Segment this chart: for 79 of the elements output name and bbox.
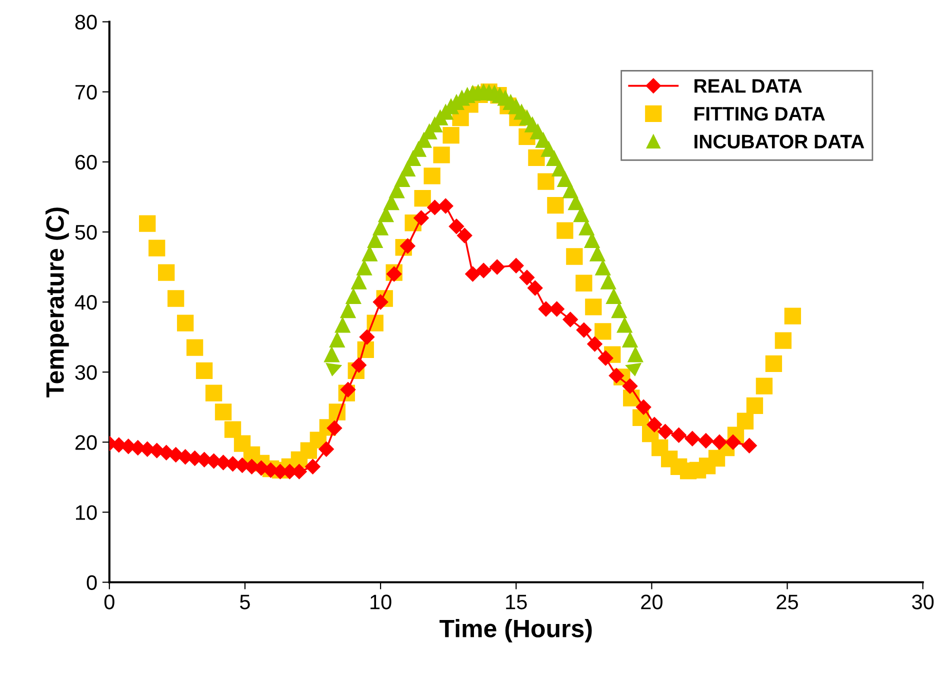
point bbox=[372, 220, 388, 236]
point bbox=[549, 301, 564, 317]
x-tick-label: 5 bbox=[240, 594, 250, 610]
point bbox=[612, 302, 627, 318]
legend-label: FITTING DATA bbox=[694, 106, 825, 121]
point bbox=[587, 336, 602, 352]
point bbox=[622, 378, 638, 394]
y-axis-title: Temperature (C) bbox=[46, 208, 69, 398]
point bbox=[351, 358, 366, 373]
point bbox=[351, 274, 366, 290]
point bbox=[658, 424, 673, 440]
point bbox=[372, 294, 388, 310]
point bbox=[622, 332, 638, 348]
point bbox=[330, 332, 345, 348]
point bbox=[528, 280, 543, 296]
point bbox=[340, 302, 356, 318]
point bbox=[438, 198, 454, 214]
point bbox=[490, 259, 505, 275]
y-tick-label: 10 bbox=[76, 505, 97, 520]
x-tick-label: 25 bbox=[776, 594, 798, 610]
point bbox=[324, 346, 340, 362]
point bbox=[346, 288, 362, 304]
point bbox=[414, 210, 429, 226]
point bbox=[557, 172, 573, 188]
point bbox=[576, 322, 592, 338]
x-tick-label: 30 bbox=[912, 594, 934, 610]
point bbox=[448, 218, 464, 234]
point bbox=[742, 438, 757, 454]
point bbox=[400, 238, 416, 254]
point bbox=[646, 417, 662, 432]
point bbox=[340, 382, 356, 398]
point bbox=[636, 400, 652, 415]
x-tick-label: 10 bbox=[370, 594, 392, 610]
point bbox=[356, 260, 372, 276]
point bbox=[725, 434, 741, 450]
point bbox=[562, 312, 578, 328]
point bbox=[684, 431, 700, 446]
point bbox=[595, 260, 611, 276]
point bbox=[578, 220, 594, 236]
point bbox=[318, 442, 334, 457]
point bbox=[400, 161, 416, 177]
y-tick-label: 70 bbox=[75, 84, 97, 100]
y-tick-label: 80 bbox=[75, 14, 97, 30]
point bbox=[362, 246, 378, 262]
point bbox=[359, 329, 375, 345]
point bbox=[546, 150, 562, 166]
point bbox=[590, 246, 606, 262]
point bbox=[628, 346, 644, 362]
point bbox=[427, 200, 442, 216]
point bbox=[465, 266, 480, 282]
x-tick-label: 0 bbox=[104, 594, 114, 610]
legend-label: INCUBATOR DATA bbox=[694, 134, 864, 149]
point bbox=[600, 274, 616, 290]
point bbox=[616, 318, 632, 333]
x-axis-title: Time (Hours) bbox=[440, 619, 592, 642]
point bbox=[334, 318, 350, 333]
point bbox=[698, 433, 714, 448]
point bbox=[606, 288, 622, 304]
y-tick-label: 0 bbox=[86, 575, 97, 590]
y-tick-label: 30 bbox=[75, 365, 97, 380]
legend-label: REAL DATA bbox=[694, 79, 802, 93]
point bbox=[608, 368, 624, 384]
point bbox=[305, 459, 320, 474]
point bbox=[519, 270, 535, 286]
x-tick-label: 20 bbox=[641, 594, 662, 610]
y-tick-label: 40 bbox=[74, 295, 97, 310]
point bbox=[671, 428, 686, 443]
y-tick-label: 20 bbox=[75, 435, 97, 450]
point bbox=[457, 228, 472, 244]
point bbox=[476, 262, 492, 278]
point bbox=[562, 182, 578, 198]
point bbox=[326, 420, 342, 436]
x-tick-label: 15 bbox=[506, 594, 527, 610]
y-tick-label: 50 bbox=[75, 224, 97, 240]
point bbox=[508, 258, 524, 274]
y-tick-label: 60 bbox=[75, 154, 97, 170]
point bbox=[254, 460, 269, 476]
point bbox=[598, 350, 614, 366]
point bbox=[712, 434, 728, 450]
